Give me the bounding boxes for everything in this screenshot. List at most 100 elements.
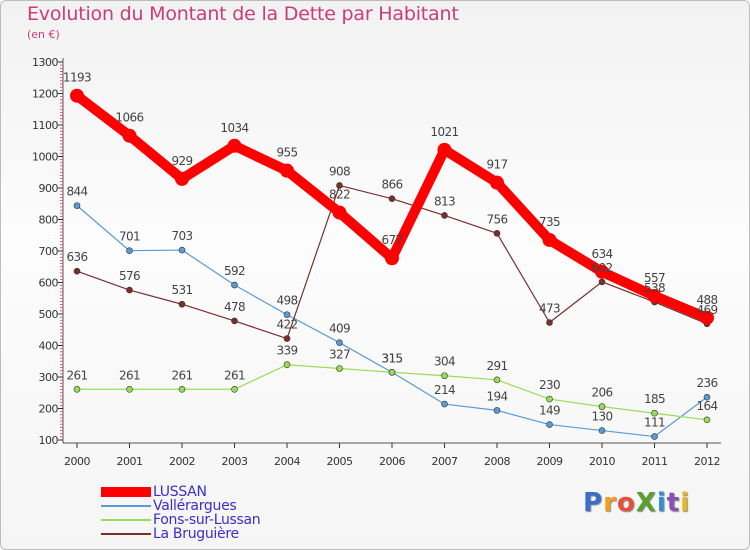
legend-swatch [101, 487, 151, 497]
data-label: 917 [486, 158, 507, 172]
y-tick-label: 800 [39, 214, 59, 227]
data-point [178, 300, 186, 308]
x-tick-label: 2004 [274, 455, 300, 468]
brand-letter: o [616, 488, 636, 518]
data-point [595, 264, 609, 279]
data-point [231, 385, 238, 393]
data-label: 531 [171, 283, 192, 297]
data-label: 756 [486, 212, 507, 226]
x-tick-label: 2009 [537, 455, 563, 468]
x-tick-label: 2012 [694, 455, 720, 468]
data-label: 236 [696, 376, 717, 390]
data-label: 214 [434, 383, 455, 397]
data-label: 908 [329, 164, 350, 178]
data-label: 1034 [220, 121, 248, 135]
y-tick-label: 1000 [32, 151, 58, 164]
y-tick-label: 600 [39, 277, 59, 290]
data-point [437, 142, 452, 157]
data-label: 291 [486, 359, 507, 373]
data-label: 478 [224, 300, 245, 314]
y-tick-label: 300 [39, 371, 59, 384]
data-point [703, 416, 711, 424]
legend-item: Vallérargues [101, 499, 260, 513]
data-label: 185 [644, 392, 665, 406]
data-point [493, 407, 501, 414]
data-point [175, 171, 189, 186]
data-point [493, 376, 501, 384]
data-label: 701 [119, 230, 140, 244]
chart-title: Evolution du Montant de la Dette par Hab… [27, 3, 459, 25]
y-tick-label: 200 [39, 403, 59, 416]
legend-swatch [101, 533, 151, 535]
data-label: 636 [66, 250, 87, 264]
legend: LUSSAN Vallérargues Fons-sur-Lussan La Brug… [101, 485, 261, 541]
y-tick-label: 1200 [32, 88, 58, 101]
data-point [490, 175, 504, 190]
series-points [70, 88, 714, 440]
data-label: 230 [539, 378, 560, 392]
x-tick-label: 2005 [327, 455, 353, 468]
x-tick-label: 2010 [589, 455, 615, 468]
x-tick-label: 2000 [64, 455, 90, 468]
data-point [73, 202, 81, 209]
brand-letter: i [656, 488, 667, 518]
x-tick-label: 2007 [432, 455, 458, 468]
data-point [126, 247, 133, 254]
data-point [70, 88, 84, 103]
data-label: 576 [119, 269, 140, 283]
data-point [332, 205, 347, 220]
chart-subtitle: (en €) [27, 28, 60, 41]
data-label: 602 [591, 261, 612, 275]
data-label: 557 [644, 271, 665, 285]
data-point [283, 335, 291, 342]
data-label: 304 [434, 355, 455, 369]
brand-logo: ProXiti [583, 488, 690, 518]
data-label: 261 [66, 368, 87, 382]
data-point [283, 361, 291, 369]
data-label: 488 [696, 293, 717, 307]
x-tick-label: 2002 [169, 455, 195, 468]
data-point [388, 195, 396, 203]
data-point [493, 230, 501, 237]
data-point [388, 368, 396, 376]
data-label: 844 [66, 185, 87, 199]
data-label: 422 [276, 318, 297, 332]
data-point [227, 138, 242, 153]
data-point [336, 339, 343, 346]
data-point [73, 267, 81, 275]
data-label: 929 [171, 154, 192, 168]
legend-label: Vallérargues [153, 498, 237, 514]
data-point [178, 246, 186, 254]
y-tick-label: 1100 [32, 119, 58, 132]
data-label: 1193 [63, 71, 91, 85]
data-label: 261 [119, 368, 140, 382]
legend-item: La Bruguière [101, 527, 260, 541]
data-point [546, 395, 553, 403]
data-label: 130 [591, 410, 612, 424]
data-label: 1021 [430, 125, 458, 139]
data-point [178, 385, 186, 393]
data-label: 813 [434, 194, 455, 208]
data-label: 327 [329, 347, 350, 361]
data-point [122, 128, 137, 143]
x-tick-label: 2008 [484, 455, 510, 468]
data-label: 315 [381, 351, 402, 365]
data-point [598, 403, 606, 410]
x-tick-label: 2003 [222, 455, 248, 468]
brand-letter: r [603, 488, 617, 518]
data-point [441, 400, 448, 408]
data-point [598, 427, 606, 434]
y-tick-label: 100 [39, 434, 59, 447]
data-label: 592 [224, 264, 245, 278]
legend-item: LUSSAN [101, 485, 260, 499]
y-tick-label: 1300 [32, 56, 58, 69]
data-label: 194 [486, 389, 507, 403]
y-tick-label: 900 [39, 182, 59, 195]
data-label: 473 [539, 302, 560, 316]
data-point [703, 393, 711, 401]
data-label: 261 [224, 368, 245, 382]
data-point [546, 319, 553, 326]
x-tick-label: 2006 [379, 455, 405, 468]
legend-swatch [101, 505, 151, 507]
